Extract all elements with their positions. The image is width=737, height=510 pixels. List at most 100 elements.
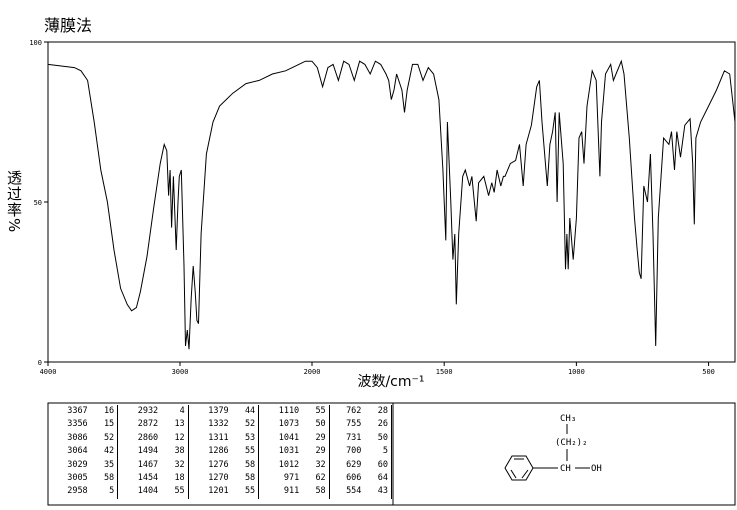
x-tick-label: 3000 bbox=[172, 368, 189, 376]
wavenumber-cell: 1332 bbox=[208, 419, 229, 430]
spectrum-line bbox=[47, 59, 736, 350]
intensity-cell: 52 bbox=[231, 418, 260, 432]
peak-table: 3367 16 2932 4 1379 44 1110 55 762 28 3356 15 2872 13… bbox=[48, 405, 393, 499]
x-tick-label: 500 bbox=[702, 368, 715, 376]
intensity-cell: 50 bbox=[364, 431, 393, 446]
intensity-cell: 58 bbox=[231, 458, 260, 473]
intensity-cell: 44 bbox=[231, 405, 260, 419]
y-tick-label: 0 bbox=[38, 359, 42, 367]
wavenumber-cell: 606 bbox=[346, 473, 362, 484]
y-axis-label: 透过率% bbox=[5, 170, 23, 234]
intensity-cell: 43 bbox=[364, 485, 393, 499]
table-row: 3029 35 1467 32 1276 58 1012 32 629 60 bbox=[48, 458, 393, 473]
wavenumber-cell: 1041 bbox=[278, 432, 300, 443]
x-tick-label: 1000 bbox=[568, 368, 585, 376]
y-tick-label: 100 bbox=[29, 39, 42, 47]
bond bbox=[521, 469, 529, 479]
wavenumber-cell: 2932 bbox=[137, 406, 159, 416]
wavenumber-cell: 1286 bbox=[208, 446, 229, 457]
intensity-cell: 16 bbox=[90, 405, 119, 419]
intensity-cell: 35 bbox=[90, 458, 119, 473]
structure-label: CH bbox=[560, 464, 571, 474]
wavenumber-cell: 1379 bbox=[208, 406, 229, 416]
wavenumber-cell: 1270 bbox=[208, 473, 229, 484]
x-tick-label: 1500 bbox=[436, 368, 453, 376]
wavenumber-cell: 1031 bbox=[278, 446, 300, 457]
wavenumber-cell: 3029 bbox=[67, 459, 88, 470]
wavenumber-cell: 2860 bbox=[137, 432, 159, 443]
intensity-cell: 62 bbox=[302, 472, 330, 486]
intensity-cell: 64 bbox=[364, 472, 393, 486]
intensity-cell: 58 bbox=[302, 485, 330, 499]
wavenumber-cell: 3005 bbox=[67, 473, 88, 484]
wavenumber-cell: 554 bbox=[346, 486, 362, 497]
structure bbox=[504, 424, 590, 481]
wavenumber-cell: 1012 bbox=[278, 459, 300, 470]
wavenumber-cell: 911 bbox=[283, 486, 300, 497]
intensity-cell: 58 bbox=[231, 472, 260, 486]
x-tick-label: 2000 bbox=[304, 368, 321, 376]
intensity-cell: 55 bbox=[302, 405, 330, 419]
wavenumber-cell: 731 bbox=[346, 432, 362, 443]
wavenumber-cell: 3367 bbox=[67, 406, 88, 416]
intensity-cell: 28 bbox=[364, 405, 393, 419]
plot-frame bbox=[47, 41, 736, 363]
intensity-cell: 42 bbox=[90, 445, 119, 459]
intensity-cell: 55 bbox=[231, 445, 260, 459]
intensity-cell: 5 bbox=[90, 485, 119, 499]
intensity-cell: 53 bbox=[231, 431, 260, 446]
intensity-cell: 32 bbox=[161, 458, 189, 473]
intensity-cell: 32 bbox=[302, 458, 330, 473]
table-frame bbox=[47, 402, 736, 506]
wavenumber-cell: 3064 bbox=[67, 446, 88, 457]
intensity-cell: 26 bbox=[364, 418, 393, 432]
wavenumber-cell: 1201 bbox=[208, 486, 229, 497]
wavenumber-cell: 3086 bbox=[67, 432, 88, 443]
intensity-cell: 18 bbox=[161, 472, 189, 486]
table-row: 3005 58 1454 18 1270 58 971 62 606 64 bbox=[48, 472, 393, 486]
x-axis-label: 波数/cm⁻¹ bbox=[357, 374, 424, 390]
wavenumber-cell: 1073 bbox=[278, 419, 300, 430]
intensity-cell: 58 bbox=[90, 472, 119, 486]
wavenumber-cell: 1276 bbox=[208, 459, 229, 470]
intensity-cell: 15 bbox=[90, 418, 119, 432]
table-row: 3367 16 2932 4 1379 44 1110 55 762 28 bbox=[48, 405, 393, 419]
wavenumber-cell: 1494 bbox=[137, 446, 159, 457]
wavenumber-cell: 971 bbox=[283, 473, 300, 484]
intensity-cell: 29 bbox=[302, 431, 330, 446]
wavenumber-cell: 762 bbox=[346, 406, 362, 416]
wavenumber-cell: 1404 bbox=[137, 486, 159, 497]
intensity-cell: 52 bbox=[90, 431, 119, 446]
structure-label: (CH₂)₂ bbox=[555, 438, 588, 448]
wavenumber-cell: 700 bbox=[346, 446, 362, 457]
table-row: 3356 15 2872 13 1332 52 1073 50 755 26 bbox=[48, 418, 393, 432]
intensity-cell: 55 bbox=[231, 485, 260, 499]
y-tick-label: 50 bbox=[34, 199, 42, 207]
x-tick-label: 4000 bbox=[40, 368, 57, 376]
chart-title: 薄膜法 bbox=[44, 16, 93, 35]
intensity-cell: 60 bbox=[364, 458, 393, 473]
intensity-cell: 38 bbox=[161, 445, 189, 459]
intensity-cell: 4 bbox=[161, 405, 189, 419]
wavenumber-cell: 1110 bbox=[278, 406, 300, 416]
wavenumber-cell: 2958 bbox=[67, 486, 88, 497]
structure-label: OH bbox=[591, 464, 602, 474]
wavenumber-cell: 1467 bbox=[137, 459, 159, 470]
table-row: 3064 42 1494 38 1286 55 1031 29 700 5 bbox=[48, 445, 393, 459]
intensity-cell: 12 bbox=[161, 431, 189, 446]
structure-label: CH₃ bbox=[560, 414, 576, 424]
wavenumber-cell: 1311 bbox=[208, 432, 229, 443]
table-row: 3086 52 2860 12 1311 53 1041 29 731 50 bbox=[48, 431, 393, 446]
wavenumber-cell: 2872 bbox=[137, 419, 159, 430]
wavenumber-cell: 1454 bbox=[137, 473, 159, 484]
intensity-cell: 50 bbox=[302, 418, 330, 432]
wavenumber-cell: 629 bbox=[346, 459, 362, 470]
intensity-cell: 29 bbox=[302, 445, 330, 459]
intensity-cell: 5 bbox=[364, 445, 393, 459]
intensity-cell: 55 bbox=[161, 485, 189, 499]
bond bbox=[510, 469, 517, 479]
benzene-ring bbox=[504, 455, 534, 481]
intensity-cell: 13 bbox=[161, 418, 189, 432]
